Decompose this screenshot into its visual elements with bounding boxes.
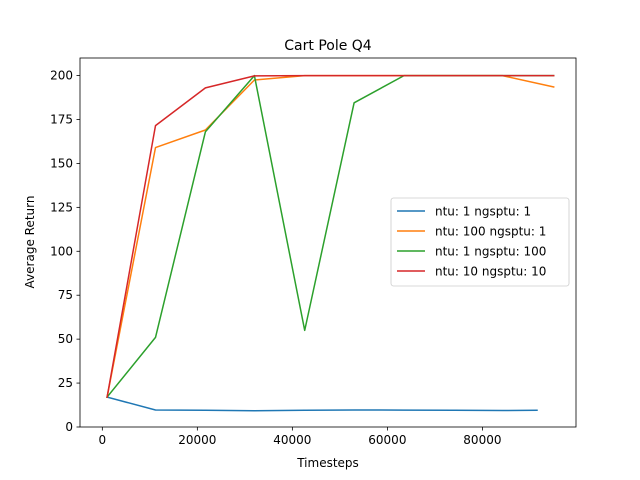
series-line-1 [106,396,538,412]
legend: ntu: 1 ngsptu: 1 ntu: 100 ngsptu: 1 ntu: 1… [390,197,570,287]
x-tick-label: 60000 [368,433,406,447]
series-group [106,74,555,412]
y-tick-label: 100 [50,244,73,258]
y-tick-label: 0 [65,420,73,434]
x-tick-label: 40000 [273,433,311,447]
y-axis-label: Average Return [23,196,37,289]
y-tick-label: 75 [58,288,73,302]
ticks-group: 0 20000 40000 60000 80000 0 25 50 75 100 125 150 175… [50,69,501,447]
chart-title: Cart Pole Q4 [284,38,372,54]
legend-frame [390,197,570,287]
y-tick-label: 125 [50,200,73,214]
y-tick-label: 25 [58,376,73,390]
series-line-4 [106,74,555,398]
legend-label-1: ntu: 1 ngsptu: 1 [435,205,531,219]
x-tick-label: 0 [99,433,107,447]
y-tick-label: 175 [50,113,73,127]
x-axis-label: Timesteps [296,456,359,470]
y-tick-label: 200 [50,69,73,83]
legend-label-3: ntu: 1 ngsptu: 100 [435,245,546,259]
legend-label-4: ntu: 10 ngsptu: 10 [435,265,546,279]
axes-frame [79,57,577,428]
legend-label-2: ntu: 100 ngsptu: 1 [435,225,546,239]
x-tick-label: 20000 [178,433,216,447]
y-tick-label: 50 [58,332,73,346]
y-tick-label: 150 [50,156,73,170]
x-tick-label: 80000 [463,433,501,447]
axes-group [79,57,577,428]
